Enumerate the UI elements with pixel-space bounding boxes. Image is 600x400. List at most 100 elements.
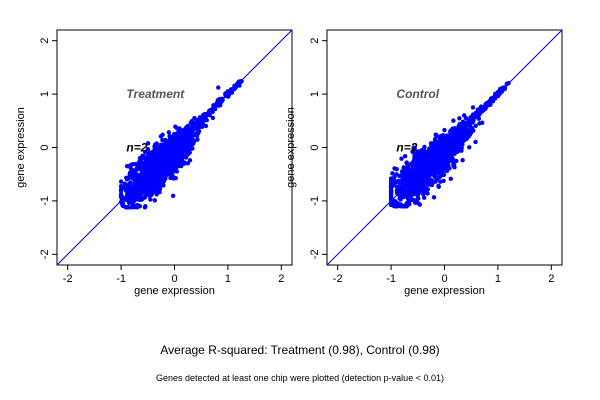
data-point [421, 171, 426, 176]
data-point [425, 191, 430, 196]
data-point [440, 150, 445, 155]
data-point [195, 122, 200, 127]
data-point [175, 137, 180, 142]
data-point [191, 126, 196, 131]
data-point [119, 196, 125, 202]
data-point [174, 126, 180, 131]
data-point [438, 139, 444, 144]
data-point [131, 198, 136, 203]
data-point [405, 196, 411, 201]
data-point [225, 89, 231, 94]
data-point [432, 137, 438, 142]
data-point [398, 204, 404, 209]
x-tick-label: 1 [225, 273, 231, 285]
data-point [136, 194, 141, 199]
chart-subtitle: Average R-squared: Treatment (0.98), Con… [160, 343, 440, 357]
data-point [175, 158, 180, 163]
y-tick-label: 1 [39, 91, 51, 97]
data-point [154, 141, 159, 146]
data-point [202, 115, 207, 121]
data-point [413, 183, 418, 188]
data-point [437, 153, 442, 159]
y-tick-label: -2 [39, 249, 51, 259]
data-point [177, 163, 182, 168]
data-point [168, 159, 173, 164]
data-point [423, 168, 428, 173]
data-point [216, 85, 221, 90]
data-point [166, 166, 171, 171]
data-point [193, 131, 198, 136]
data-point [164, 138, 170, 144]
data-point [118, 187, 124, 192]
data-point [170, 193, 176, 199]
data-point [173, 163, 178, 168]
data-point [211, 103, 216, 108]
data-point [392, 178, 397, 184]
data-point [424, 186, 429, 191]
data-point [126, 176, 131, 181]
data-point [134, 180, 139, 186]
data-point [130, 194, 135, 199]
data-point [444, 151, 449, 156]
data-point [172, 131, 177, 137]
data-point [470, 105, 476, 110]
data-point [120, 200, 125, 206]
data-point [397, 196, 402, 201]
data-point [137, 204, 143, 209]
data-point [129, 205, 134, 210]
data-point [171, 146, 176, 151]
data-point [169, 142, 175, 147]
y-tick-label: -1 [39, 196, 51, 206]
sample-size-label: n=2 [396, 141, 417, 155]
x-tick-label: 2 [548, 273, 554, 285]
data-point [460, 139, 465, 145]
data-point [148, 157, 154, 163]
data-point [448, 128, 453, 134]
data-point [147, 190, 152, 195]
data-point [467, 145, 472, 150]
data-point [130, 175, 136, 180]
x-tick-label: -2 [63, 273, 73, 285]
data-point [473, 112, 478, 117]
data-point [459, 148, 464, 153]
data-point [158, 167, 164, 173]
data-point [415, 196, 420, 201]
data-point [190, 141, 195, 147]
y-tick-label: 0 [309, 144, 321, 150]
data-point [437, 134, 442, 140]
data-point [175, 152, 180, 158]
data-point [174, 169, 180, 174]
data-point [417, 172, 422, 177]
data-point [175, 146, 180, 152]
data-point [148, 186, 154, 191]
data-point [139, 156, 144, 162]
data-point [133, 167, 139, 173]
data-point [441, 145, 446, 150]
data-point [418, 183, 423, 189]
data-point [415, 151, 421, 157]
data-point [480, 120, 485, 125]
data-point [434, 177, 440, 182]
data-point [210, 115, 216, 121]
data-point [181, 161, 187, 166]
data-point [141, 160, 147, 166]
data-point [464, 121, 469, 126]
data-point [412, 162, 417, 167]
data-point [473, 139, 478, 145]
x-tick-label: -1 [116, 273, 126, 285]
data-point [118, 191, 124, 196]
data-point [402, 154, 408, 159]
data-point [148, 179, 153, 184]
data-point [399, 156, 404, 161]
data-point [457, 121, 462, 127]
data-point [144, 155, 149, 161]
data-point [421, 148, 426, 154]
data-point [166, 130, 172, 135]
axis-ticks: -2 -1 0 1 2 -2 -1 0 1 2 [39, 38, 284, 285]
data-point [145, 141, 151, 146]
data-point [132, 186, 137, 192]
x-tick-label: -1 [386, 273, 396, 285]
x-tick-label: 2 [278, 273, 284, 285]
data-point [164, 159, 169, 164]
data-point [389, 184, 395, 189]
